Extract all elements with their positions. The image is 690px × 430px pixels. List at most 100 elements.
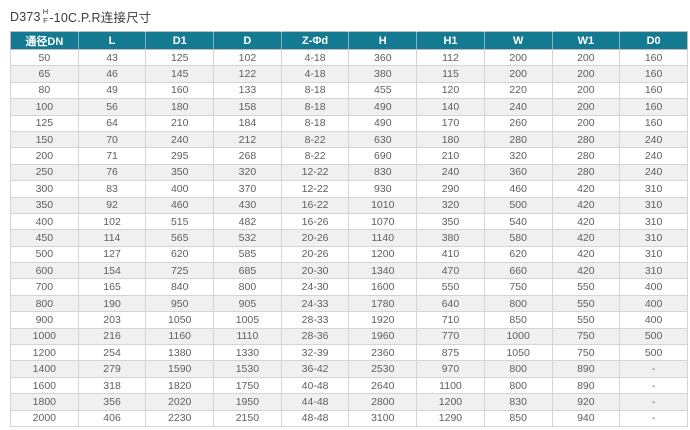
table-cell: 56 <box>77 98 147 116</box>
table-cell: 1400 <box>10 360 79 378</box>
table-cell: 20-26 <box>280 229 350 247</box>
table-cell: 318 <box>77 376 147 395</box>
table-cell: 200 <box>10 147 79 165</box>
table-cell: 1960 <box>348 327 418 346</box>
table-cell: 310 <box>619 262 688 280</box>
table-cell: 500 <box>619 344 688 362</box>
table-cell: 900 <box>10 311 79 329</box>
table-cell: 360 <box>348 48 418 67</box>
table-cell: 3100 <box>348 409 418 427</box>
table-cell: 350 <box>416 212 485 231</box>
table-cell: 1200 <box>348 245 418 264</box>
table-cell: 1110 <box>213 327 282 346</box>
table-cell: 200 <box>551 114 621 132</box>
table-cell: 620 <box>145 245 215 264</box>
title-suffix: -10C.P.R连接尺寸 <box>49 11 152 25</box>
table-cell: 158 <box>213 98 282 116</box>
table-cell: 280 <box>551 147 621 165</box>
dimension-table: 通径DN L D1 D Z-Φd H H1 W W1 D0 50 43 125 102 4-18 360 11… <box>10 31 688 427</box>
table-cell: 200 <box>483 65 553 83</box>
table-cell: - <box>619 376 688 395</box>
table-cell: 410 <box>416 245 485 264</box>
table-row: 400 102 515 482 16-26 1070 350 540 420 310 <box>10 212 688 231</box>
table-cell: 20-26 <box>280 245 350 264</box>
table-cell: 24-33 <box>280 294 350 313</box>
table-cell: 200 <box>551 81 621 100</box>
table-cell: 114 <box>77 229 147 247</box>
table-cell: 406 <box>77 409 147 427</box>
table-row: 1600 318 1820 1750 40-48 2640 1100 800 890- <box>10 376 688 395</box>
table-cell: 840 <box>145 278 215 296</box>
column-header-7: W <box>483 31 552 50</box>
table-cell: 80 <box>10 81 79 100</box>
table-cell: 515 <box>145 212 215 231</box>
table-cell: 1200 <box>416 393 485 411</box>
table-cell: 240 <box>483 98 553 116</box>
table-row: 200 71 295 268 8-22 690 210 320 280 240 <box>10 147 688 165</box>
table-row: 300 83 400 370 12-22 930 290 460 420 310 <box>10 180 688 198</box>
table-cell: 905 <box>213 294 282 313</box>
table-cell: 356 <box>77 393 147 411</box>
table-cell: 350 <box>10 196 79 214</box>
table-cell: 2020 <box>145 393 215 411</box>
table-cell: 16-26 <box>280 212 350 231</box>
table-cell: 750 <box>551 327 621 346</box>
table-cell: 145 <box>145 65 215 83</box>
table-cell: 500 <box>10 245 79 264</box>
table-cell: 64 <box>77 114 147 132</box>
table-cell: 370 <box>213 180 282 198</box>
table-cell: 380 <box>348 65 418 83</box>
table-cell: 200 <box>483 48 553 67</box>
table-cell: 1050 <box>483 344 553 362</box>
table-cell: 830 <box>348 163 418 182</box>
table-cell: 240 <box>145 130 215 149</box>
table-cell: 8-18 <box>280 81 350 100</box>
table-cell: 1950 <box>213 393 282 411</box>
table-cell: 28-36 <box>280 327 350 346</box>
table-cell: 46 <box>77 65 147 83</box>
table-cell: 300 <box>10 180 79 198</box>
page: D373 H F -10C.P.R连接尺寸 通径DN L D1 D Z-Φd H H1 W W1… <box>0 7 690 430</box>
table-cell: 800 <box>10 294 79 313</box>
table-row: 1800 356 2020 1950 44-48 2800 1200 830 920- <box>10 393 688 411</box>
table-cell: 500 <box>619 327 688 346</box>
table-cell: - <box>619 360 688 378</box>
table-cell: 890 <box>551 376 621 395</box>
table-cell: 850 <box>483 311 553 329</box>
table-cell: 1005 <box>213 311 282 329</box>
table-row: 50 43 125 102 4-18 360 112 200 200 160 <box>10 48 688 67</box>
table-cell: 1200 <box>10 344 79 362</box>
table-cell: 2360 <box>348 344 418 362</box>
table-cell: 76 <box>77 163 147 182</box>
table-cell: 420 <box>551 229 621 247</box>
table-cell: 350 <box>145 163 215 182</box>
table-cell: 70 <box>77 130 147 149</box>
table-cell: 455 <box>348 81 418 100</box>
table-cell: 8-18 <box>280 114 350 132</box>
table-cell: 550 <box>416 278 485 296</box>
table-cell: 580 <box>483 229 553 247</box>
table-cell: 1750 <box>213 376 282 395</box>
table-cell: 102 <box>213 48 282 67</box>
table-cell: 102 <box>77 212 147 231</box>
table-cell: 200 <box>551 98 621 116</box>
table-cell: 890 <box>551 360 621 378</box>
table-cell: 125 <box>10 114 79 132</box>
table-cell: 180 <box>416 130 485 149</box>
table-cell: 1600 <box>10 376 79 395</box>
table-cell: 1000 <box>10 327 79 346</box>
table-cell: 250 <box>10 163 79 182</box>
table-cell: 83 <box>77 180 147 198</box>
table-cell: 585 <box>213 245 282 264</box>
table-cell: 43 <box>77 48 147 67</box>
table-cell: 310 <box>619 245 688 264</box>
table-cell: 1330 <box>213 344 282 362</box>
table-cell: 122 <box>213 65 282 83</box>
table-cell: 280 <box>551 130 621 149</box>
table-cell: 16-22 <box>280 196 350 214</box>
column-header-2: D1 <box>145 31 214 50</box>
table-row: 80 49 160 133 8-18 455 120 220 200 160 <box>10 81 688 100</box>
table-cell: 1340 <box>348 262 418 280</box>
table-cell: - <box>619 393 688 411</box>
table-cell: 212 <box>213 130 282 149</box>
